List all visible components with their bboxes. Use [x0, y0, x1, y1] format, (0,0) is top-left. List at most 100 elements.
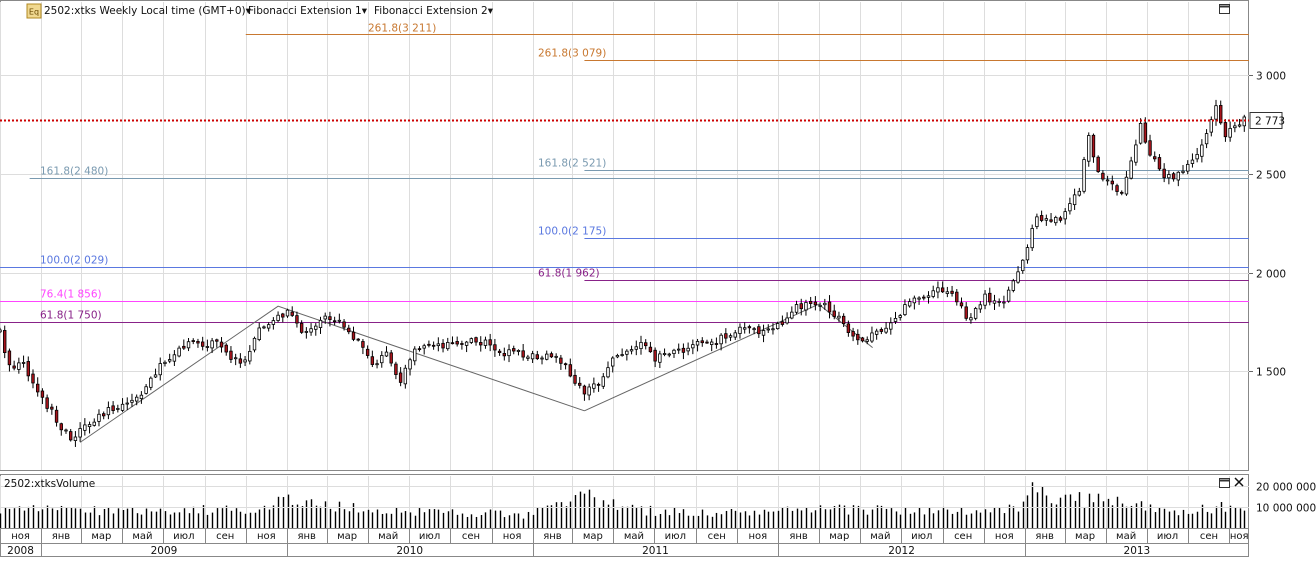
candle [983, 290, 987, 310]
symbol-menu[interactable]: 2502:xtks Weekly Local time (GMT+0)▾ [44, 5, 252, 17]
candle [31, 369, 35, 389]
candle [653, 347, 657, 368]
time-axis[interactable]: ноя янв мар май июл сен ноя янв мар май июл сен ноя я… [0, 528, 1249, 557]
candle [1011, 278, 1016, 293]
candle-body [606, 367, 610, 378]
candle-body [578, 382, 582, 386]
candle-body [705, 341, 709, 344]
candle-body [573, 374, 577, 384]
candle [1105, 175, 1110, 186]
candle-body [111, 405, 115, 411]
candle [318, 316, 323, 334]
fib-level-label: 261.8(3 079) [538, 48, 606, 60]
candle [771, 323, 775, 335]
maximize-price-panel-button[interactable] [1219, 4, 1230, 14]
candle-body [516, 350, 521, 352]
candle [936, 281, 940, 299]
equity-icon-glyph: Eq [29, 8, 39, 17]
candle-body [611, 357, 615, 367]
candle-body [243, 359, 247, 363]
candle-body [978, 304, 983, 310]
month-label: мар [1075, 531, 1095, 542]
volume-tick-label: 20 000 000 [1256, 482, 1316, 494]
candle [1101, 170, 1105, 182]
candle [1157, 154, 1162, 171]
price-panel: 61.8(1 750) 76.4(1 856) 100.0(2 029) 161.8(… [0, 0, 1286, 471]
month-label: янв [1035, 531, 1054, 542]
candle-body [1200, 144, 1204, 157]
candle-body [969, 317, 973, 321]
candle [799, 298, 803, 316]
candle [582, 384, 587, 401]
close-volume-panel-button[interactable] [1234, 477, 1244, 487]
candle-body [1105, 179, 1110, 182]
candle [1025, 244, 1030, 264]
last-price-line: 2 773 [0, 112, 1285, 129]
candle [408, 357, 412, 376]
candle-body [1143, 122, 1148, 143]
fibonacci-extension-1[interactable]: 61.8(1 750) 76.4(1 856) 100.0(2 029) 161.8(… [0, 23, 1249, 323]
fib-extension-1-caret-icon: ▾ [362, 5, 368, 17]
candle-body [271, 320, 276, 325]
candle [314, 323, 318, 336]
candle [134, 394, 139, 406]
candle-body [988, 292, 992, 303]
fib-extension-2-caret-icon: ▾ [488, 5, 494, 17]
candle [12, 360, 16, 371]
candle [747, 324, 752, 334]
candle [728, 333, 733, 342]
maximize-volume-panel-button[interactable] [1219, 478, 1230, 488]
candle-body [318, 319, 323, 328]
candle [780, 315, 785, 327]
candle [945, 286, 950, 298]
candle-body [903, 304, 907, 316]
fibonacci-extension-2[interactable]: 61.8(1 962) 100.0(2 175) 161.8(2 521) 261.8… [538, 48, 1249, 281]
candle [332, 316, 337, 326]
candle-body [398, 372, 403, 383]
month-label: мар [337, 531, 357, 542]
candle-body [837, 315, 841, 319]
candle-body [554, 355, 558, 358]
candle [163, 360, 167, 367]
candle [950, 285, 954, 297]
candle-body [700, 340, 704, 344]
candle [1002, 295, 1006, 309]
candle-body [17, 362, 21, 370]
candle [1063, 208, 1067, 225]
candle-body [1204, 133, 1209, 145]
candle [1049, 213, 1053, 223]
candle-body [945, 291, 950, 294]
candle-body [1035, 216, 1039, 227]
candle-body [224, 344, 228, 353]
year-label: 2011 [642, 545, 669, 557]
candle [92, 418, 96, 427]
candle-body [1153, 156, 1157, 160]
candle [73, 431, 78, 447]
candle [361, 338, 365, 355]
price-axis[interactable]: 1 500 2 000 2 500 3 000 [1249, 71, 1286, 379]
candle-body [101, 413, 106, 417]
candle-body [983, 293, 987, 306]
candle [59, 422, 63, 436]
volume-axis: 10 000 000 20 000 000 [0, 482, 1316, 515]
candle [365, 345, 370, 359]
candle-body [1091, 134, 1096, 158]
candle-body [568, 364, 572, 377]
candle [865, 336, 869, 345]
candle-body [403, 367, 408, 385]
fib-extension-2-menu[interactable]: Fibonacci Extension 2▾ [374, 5, 494, 17]
candle [422, 343, 426, 355]
candle-body [215, 339, 219, 342]
candle [3, 325, 7, 359]
candle-body [177, 347, 181, 357]
candle-body [1030, 228, 1034, 249]
equity-icon[interactable] [26, 3, 42, 19]
candle-body [658, 353, 662, 363]
candle [398, 367, 403, 387]
candle [870, 326, 874, 344]
candle [186, 337, 191, 352]
candle-body [248, 350, 252, 362]
fib-extension-1-menu[interactable]: Fibonacci Extension 1▾ [248, 5, 368, 17]
candle-body [281, 313, 285, 318]
